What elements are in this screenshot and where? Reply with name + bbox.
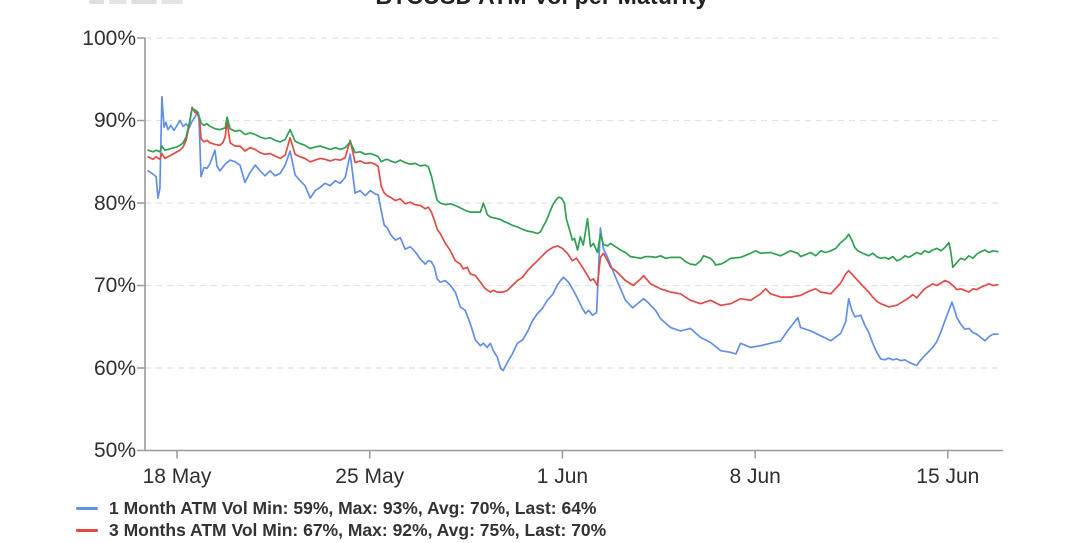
- y-axis-tick-label: 70%: [93, 274, 136, 297]
- x-axis-tick-label: 25 May: [335, 465, 405, 488]
- legend-label: 3 Months ATM Vol Min: 67%, Max: 92%, Avg…: [109, 520, 607, 540]
- series-line-1-month-atm-vol[interactable]: [147, 95, 999, 372]
- legend-swatch-icon: [76, 528, 98, 532]
- x-axis-tick-label: 15 Jun: [916, 465, 980, 488]
- series-line-6-months-atm-vol[interactable]: [147, 108, 999, 269]
- x-axis-tick-label: 1 Jun: [536, 465, 589, 488]
- y-axis-tick-label: 90%: [93, 109, 136, 132]
- legend-label: 1 Month ATM Vol Min: 59%, Max: 93%, Avg:…: [109, 498, 597, 518]
- y-axis-tick-label: 80%: [93, 191, 136, 215]
- series-line-3-months-atm-vol[interactable]: [147, 106, 999, 308]
- x-axis-tick-label: 8 Jun: [729, 465, 781, 488]
- y-axis-tick-label: 100%: [82, 26, 136, 50]
- y-axis-tick-label: 50%: [93, 439, 136, 462]
- legend-swatch-icon: [76, 506, 98, 510]
- cutoff-watermark-fragment: [89, 0, 183, 4]
- legend-row[interactable]: 3 Months ATM Vol Min: 67%, Max: 92%, Avg…: [76, 519, 606, 541]
- legend-row[interactable]: 1 Month ATM Vol Min: 59%, Max: 93%, Avg:…: [76, 497, 597, 519]
- chart-title: BTCUSD ATM Vol per Maturity: [375, 0, 708, 10]
- x-axis-tick-label: 18 May: [142, 465, 212, 488]
- y-axis-tick-label: 60%: [93, 356, 136, 380]
